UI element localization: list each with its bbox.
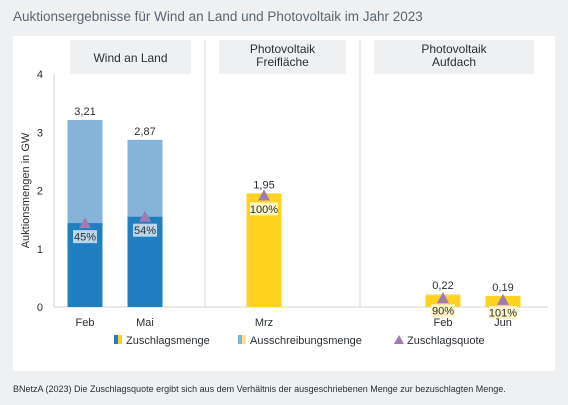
- legend-swatch-award-wind: [114, 335, 118, 344]
- group-header-label: Wind an Land: [93, 51, 167, 65]
- tender-value-label: 0,19: [492, 282, 513, 294]
- y-tick-label: 3: [37, 127, 43, 139]
- quota-label-box: [431, 304, 455, 318]
- chart-footnote: BNetzA (2023) Die Zuschlagsquote ergibt …: [13, 384, 506, 394]
- legend-swatch-quota: [394, 335, 404, 344]
- quota-label-box: [489, 305, 517, 319]
- quota-label-box: [250, 202, 278, 216]
- x-tick-label: Feb: [434, 317, 453, 329]
- quota-label: 45%: [74, 232, 96, 244]
- group-header-label: Photovoltaik: [421, 42, 487, 56]
- quota-label: 101%: [489, 307, 517, 319]
- chart-panel: 0 1 2 3 4 Auktionsmengen in GW Wind an Land Pho…: [13, 36, 555, 371]
- tender-value-label: 1,95: [253, 179, 274, 191]
- group-header-label: Photovoltaik: [250, 42, 316, 56]
- chart-title: Auktionsergebnisse für Wind an Land und …: [13, 9, 423, 24]
- tender-value-label: 3,21: [74, 106, 95, 118]
- quota-marker: [258, 189, 270, 201]
- x-tick-label: Mai: [136, 317, 154, 329]
- x-tick-label: Feb: [76, 317, 95, 329]
- group-header-label: Aufdach: [432, 55, 476, 69]
- quota-marker: [79, 217, 91, 229]
- legend-swatch-tender-wind: [238, 335, 242, 344]
- quota-label-box: [133, 223, 157, 237]
- y-tick-label: 4: [37, 69, 43, 81]
- group-header-box: [70, 40, 191, 74]
- auction-bar-chart: 0 1 2 3 4 Auktionsmengen in GW Wind an Land Pho…: [20, 40, 548, 347]
- group-header-box: [374, 40, 534, 74]
- y-tick-label: 2: [37, 186, 43, 198]
- legend-label-quota: Zuschlagsquote: [407, 335, 485, 347]
- legend-label-tender: Ausschreibungsmenge: [250, 335, 362, 347]
- quota-marker: [139, 210, 151, 222]
- x-tick-label: Jun: [494, 317, 512, 329]
- quota-label-box: [73, 230, 97, 244]
- group-header-label: Freifläche: [256, 55, 309, 69]
- x-tick-label: Mrz: [255, 317, 273, 329]
- quota-label: 90%: [432, 306, 454, 318]
- y-axis-title: Auktionsmengen in GW: [20, 132, 32, 248]
- tender-value-label: 0,22: [432, 280, 453, 292]
- quota-marker: [497, 293, 509, 305]
- tender-value-label: 2,87: [134, 126, 155, 138]
- quota-marker: [437, 292, 449, 304]
- legend-swatch-award-pv: [118, 335, 122, 344]
- y-tick-label: 1: [37, 244, 43, 256]
- y-tick-label: 0: [37, 302, 43, 314]
- legend-swatch-tender-pv: [242, 335, 246, 344]
- quota-label: 100%: [250, 204, 278, 216]
- legend-label-award: Zuschlagsmenge: [126, 335, 210, 347]
- group-header-box: [219, 40, 346, 74]
- quota-label: 54%: [134, 225, 156, 237]
